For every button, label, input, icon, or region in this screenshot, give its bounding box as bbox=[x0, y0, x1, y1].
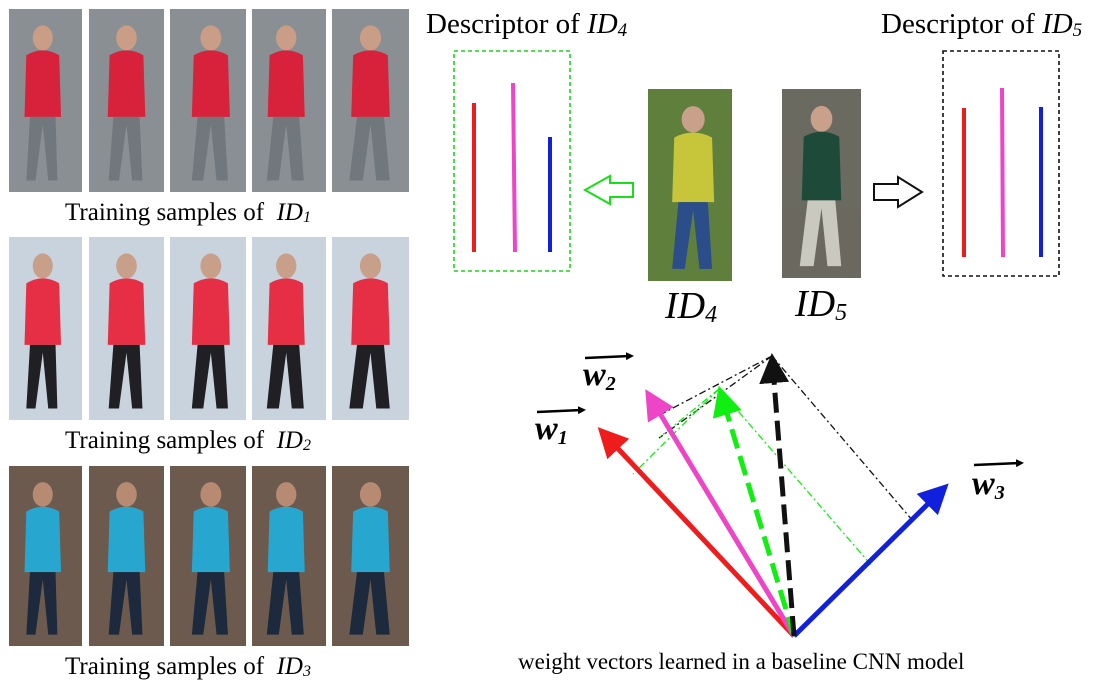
id4-label: ID4 bbox=[665, 285, 718, 328]
label-w2: w2 bbox=[583, 356, 616, 395]
vector-w2 bbox=[645, 389, 797, 638]
training-caption-1: Training samples of ID1 bbox=[65, 199, 311, 226]
sample-photo bbox=[9, 9, 82, 192]
bottom-caption: weight vectors learned in a baseline CNN… bbox=[518, 649, 965, 674]
descriptor-title-id5: Descriptor of ID5 bbox=[881, 8, 1083, 41]
label-w3: w3 bbox=[972, 465, 1005, 504]
sample-photo bbox=[9, 466, 82, 646]
sample-photo bbox=[332, 9, 409, 192]
sample-photo bbox=[170, 466, 246, 646]
training-caption-2: Training samples of ID2 bbox=[65, 427, 311, 454]
vector-id4 bbox=[712, 385, 797, 637]
vector-w3 bbox=[792, 483, 949, 638]
sample-photo bbox=[9, 237, 82, 420]
arrow-left-icon bbox=[582, 174, 634, 206]
sample-photo bbox=[89, 466, 164, 646]
training-caption-3: Training samples of ID3 bbox=[65, 653, 311, 680]
vector-w1 bbox=[597, 427, 796, 638]
photo-id4 bbox=[648, 89, 732, 281]
sample-photo bbox=[89, 9, 164, 192]
sample-photo bbox=[170, 237, 246, 420]
arrow-right-icon bbox=[873, 175, 924, 209]
sample-photo bbox=[252, 466, 326, 646]
sample-photo bbox=[252, 237, 326, 420]
label-w1: w1 bbox=[535, 410, 568, 449]
vector-id5 bbox=[759, 353, 797, 637]
sample-photo bbox=[332, 466, 409, 646]
descriptor-bar-w2 bbox=[1000, 87, 1005, 258]
id5-label: ID5 bbox=[795, 283, 848, 326]
descriptor-box-id5 bbox=[942, 50, 1060, 277]
sample-photo bbox=[252, 9, 326, 192]
descriptor-bar-w2 bbox=[511, 82, 517, 253]
photo-id5 bbox=[782, 89, 861, 278]
descriptor-box-id4 bbox=[453, 50, 571, 272]
descriptor-title-id4: Descriptor of ID4 bbox=[426, 8, 628, 41]
sample-photo bbox=[89, 237, 164, 420]
sample-photo bbox=[170, 9, 246, 192]
sample-photo bbox=[332, 237, 409, 420]
